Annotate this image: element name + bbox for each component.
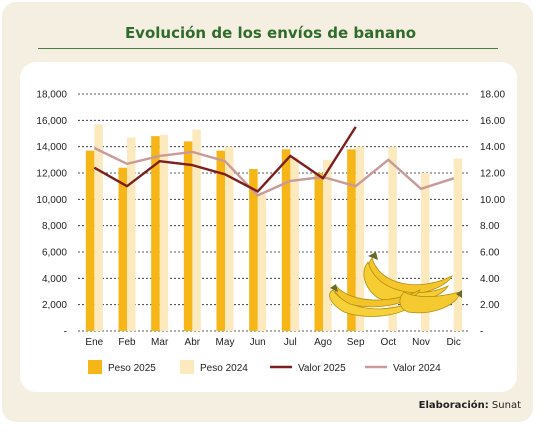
bars	[85, 124, 463, 332]
y-right-tick-label: 18.00	[480, 90, 505, 101]
x-tick-label: Feb	[118, 337, 136, 348]
y-right-tick-label: 8.00	[480, 221, 500, 232]
y-right-tick-label: 14.00	[480, 142, 505, 153]
bar-peso-2024	[355, 146, 365, 331]
x-tick-label: Jul	[284, 337, 297, 348]
bar-peso-2025	[314, 173, 323, 331]
bar-peso-2024	[257, 194, 267, 331]
y-right-tick-label: -	[480, 327, 483, 338]
bar-peso-2025	[183, 141, 193, 331]
x-tick-label: Dic	[446, 337, 460, 348]
y-right-tick-label: 12.00	[480, 169, 505, 180]
y-left-tick-label: 10,000	[36, 195, 67, 206]
axes: - - 2,000 2.00 4,000 4.00 6,000 6.00 8,000 8.00 10…	[36, 90, 505, 349]
y-left-tick-label: 18,000	[36, 90, 67, 101]
y-left-tick-label: 14,000	[36, 142, 67, 153]
x-tick-label: Sep	[347, 337, 365, 348]
y-left-tick-label: 16,000	[36, 116, 67, 127]
x-tick-label: Ene	[85, 337, 103, 348]
bar-peso-2024	[421, 173, 430, 331]
y-left-tick-label: -	[64, 327, 67, 338]
legend-swatch-peso-2024	[180, 360, 194, 374]
x-tick-label: Mar	[151, 337, 169, 348]
legend-swatch-peso-2025	[88, 360, 102, 374]
bar-peso-2024	[323, 159, 332, 331]
legend-label-peso-2025: Peso 2025	[108, 363, 156, 374]
bar-peso-2024	[388, 146, 397, 331]
bar-peso-2024	[159, 134, 169, 331]
y-left-tick-label: 12,000	[36, 169, 67, 180]
x-tick-label: Nov	[412, 337, 430, 348]
x-tick-label: Jun	[250, 337, 266, 348]
bananas-illustration	[329, 252, 462, 317]
bar-peso-2025	[249, 169, 258, 331]
legend: Peso 2025 Peso 2024 Valor 2025 Valor 2024	[88, 360, 441, 374]
bar-peso-2025	[118, 167, 127, 331]
y-left-tick-label: 2,000	[42, 300, 67, 311]
bar-peso-2024	[225, 146, 234, 331]
y-left-tick-label: 6,000	[42, 248, 67, 259]
bar-peso-2024	[290, 157, 299, 331]
x-tick-label: Oct	[381, 337, 397, 348]
y-left-tick-label: 8,000	[42, 221, 67, 232]
bar-peso-2025	[281, 149, 291, 331]
y-right-tick-label: 6.00	[480, 248, 500, 259]
y-right-tick-label: 16.00	[480, 116, 505, 127]
x-tick-label: Abr	[185, 337, 201, 348]
legend-label-peso-2024: Peso 2024	[200, 363, 248, 374]
bar-peso-2025	[216, 150, 225, 331]
lines	[93, 126, 455, 197]
credit-label: Elaboración:	[418, 400, 489, 411]
bar-peso-2025	[347, 149, 356, 331]
line-valor-2024	[93, 146, 455, 197]
bar-peso-2024	[453, 158, 463, 331]
y-right-tick-label: 4.00	[480, 274, 500, 285]
chart-title: Evolución de los envíos de banano	[124, 24, 417, 42]
bar-peso-2024	[192, 129, 201, 331]
x-tick-label: May	[216, 337, 235, 348]
bar-peso-2024	[127, 137, 136, 331]
x-tick-label: Ago	[314, 337, 332, 348]
line-valor-2025	[93, 126, 357, 193]
bar-peso-2024	[94, 124, 103, 332]
bar-peso-2025	[151, 136, 160, 331]
legend-label-valor-2025: Valor 2025	[298, 363, 346, 374]
title-divider	[38, 48, 498, 49]
y-left-tick-label: 4,000	[42, 274, 67, 285]
y-right-tick-label: 2.00	[480, 300, 500, 311]
credit-source: Sunat	[491, 400, 521, 411]
y-right-tick-label: 10.00	[480, 195, 505, 206]
legend-label-valor-2024: Valor 2024	[393, 363, 441, 374]
credit-line: Elaboración: Sunat	[419, 400, 521, 411]
bar-peso-2025	[85, 150, 95, 331]
